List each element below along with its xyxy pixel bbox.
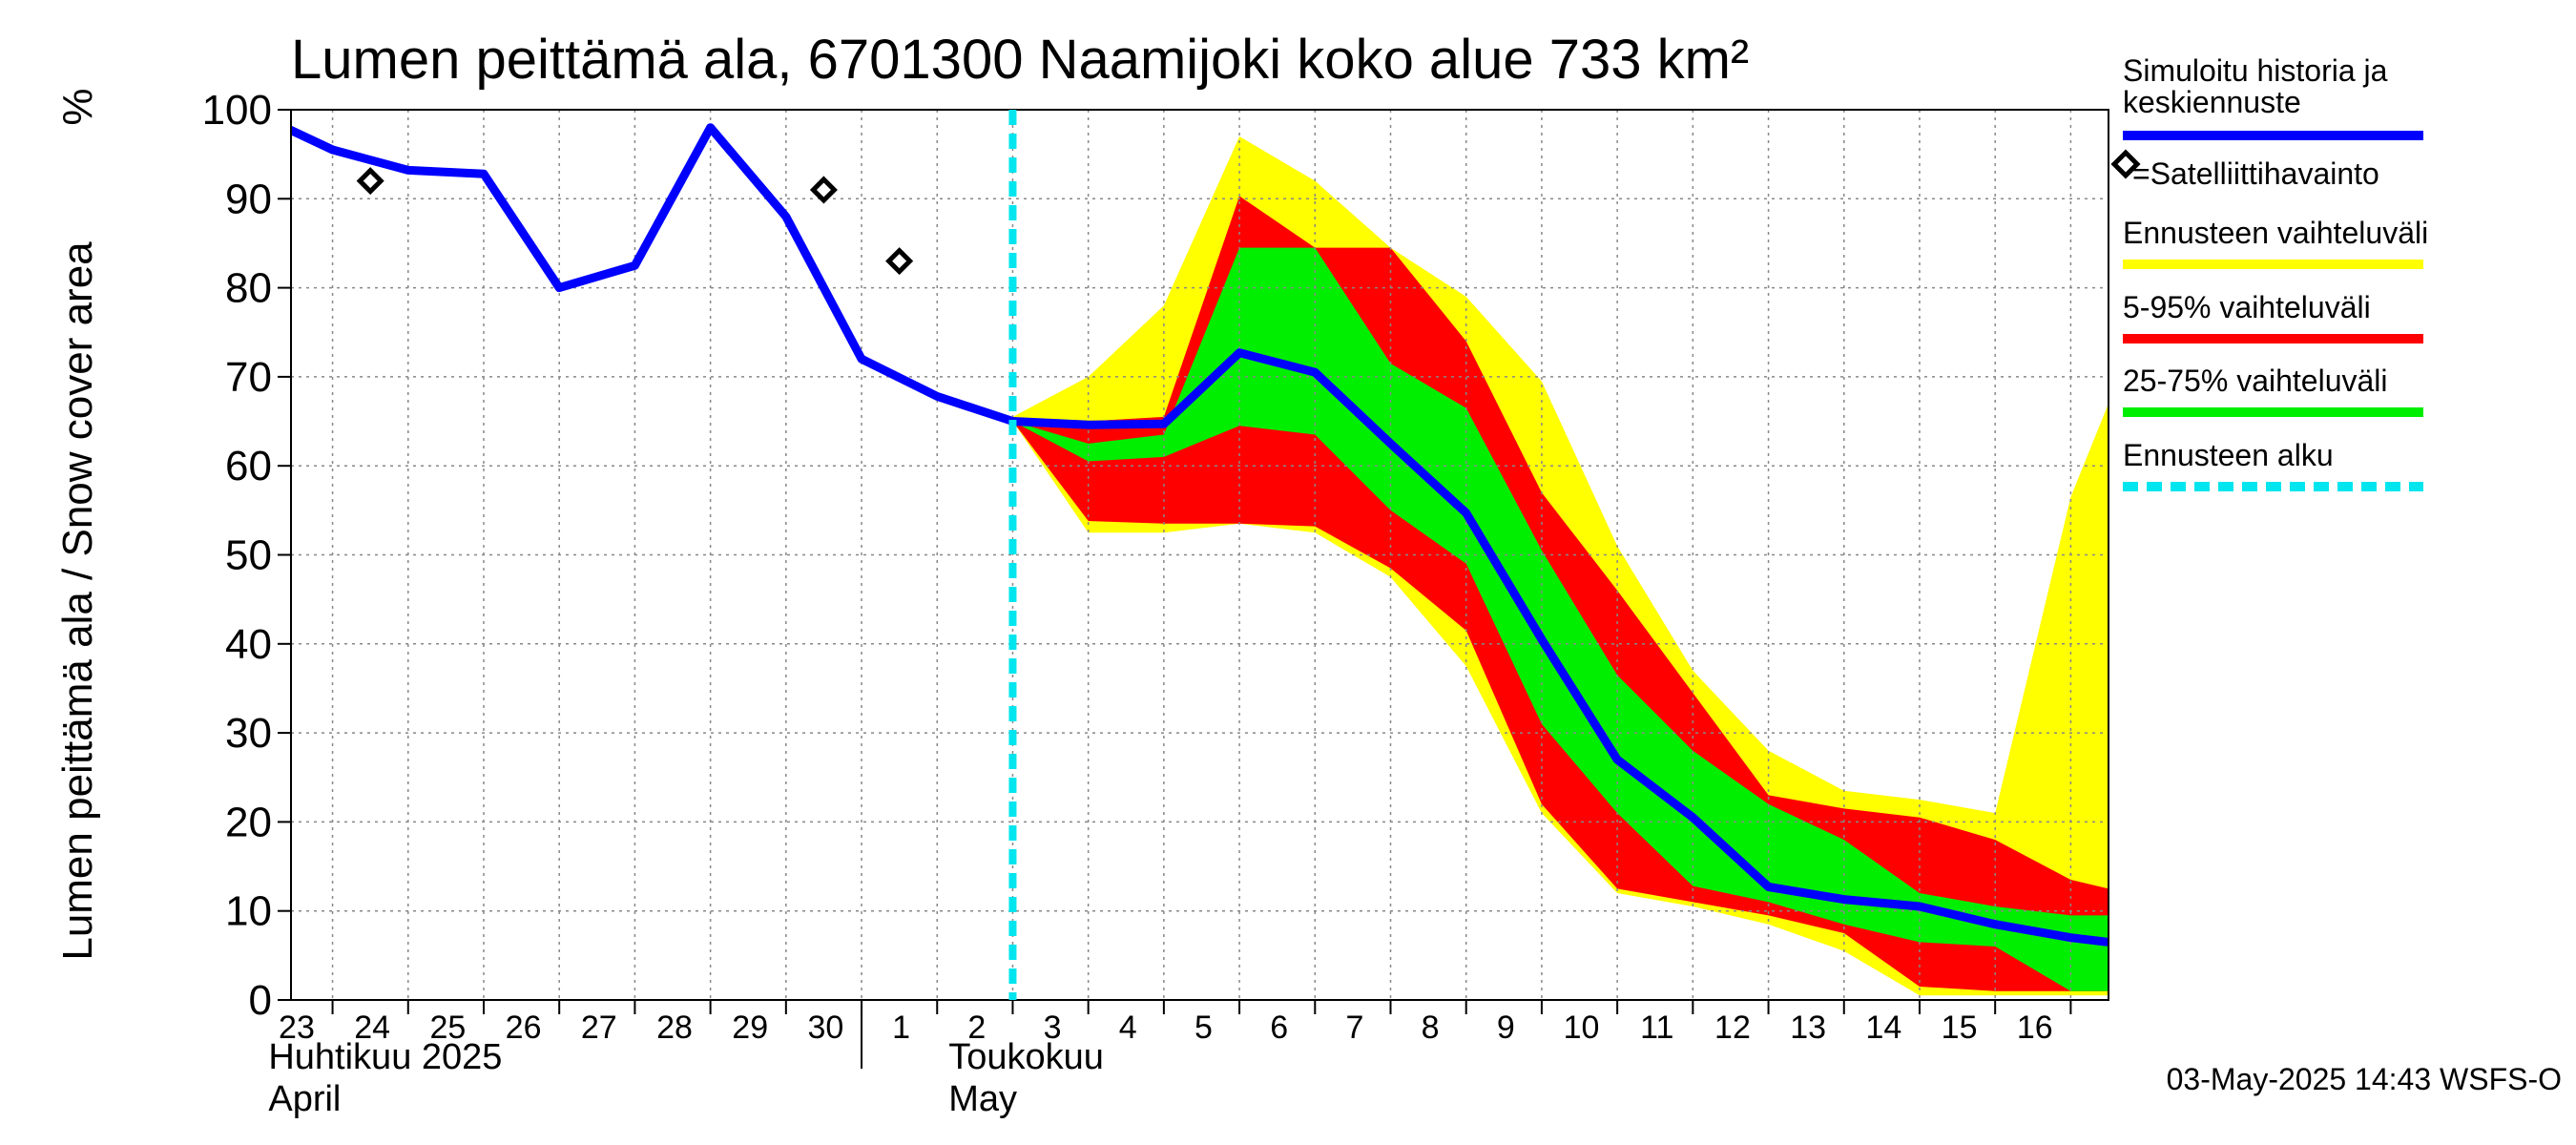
y-tick-label: 70 (225, 354, 272, 401)
x-tick-label: 4 (1119, 1010, 1137, 1046)
x-tick-label: 10 (1564, 1010, 1600, 1046)
month-label-en: May (948, 1079, 1017, 1119)
x-tick-label: 16 (2017, 1010, 2053, 1046)
y-tick-label: 100 (202, 87, 272, 134)
x-tick-label: 7 (1345, 1010, 1363, 1046)
legend-label: keskiennuste (2123, 85, 2301, 119)
x-tick-label: 30 (808, 1010, 844, 1046)
x-tick-label: 5 (1195, 1010, 1213, 1046)
legend-label: =Satelliittihavainto (2132, 156, 2379, 191)
x-tick-label: 3 (1044, 1010, 1062, 1046)
satellite-observation-point (809, 176, 838, 204)
chart-title: Lumen peittämä ala, 6701300 Naamijoki ko… (291, 29, 1749, 91)
band-2 (1012, 247, 2109, 991)
y-tick-label: 90 (225, 176, 272, 222)
x-tick-label: 29 (732, 1010, 768, 1046)
x-tick-label: 9 (1497, 1010, 1515, 1046)
x-tick-label: 13 (1790, 1010, 1826, 1046)
x-tick-label: 14 (1865, 1010, 1901, 1046)
x-tick-label: 26 (506, 1010, 542, 1046)
x-tick-label: 2 (967, 1010, 986, 1046)
x-tick-label: 24 (354, 1010, 390, 1046)
y-axis-unit: % (54, 88, 101, 125)
legend-label: Ennusteen vaihteluväli (2123, 216, 2428, 250)
month-label-fi: Huhtikuu 2025 (268, 1037, 502, 1077)
satellite-observation-point (885, 247, 914, 276)
timestamp-footer: 03-May-2025 14:43 WSFS-O (2167, 1062, 2562, 1096)
y-tick-label: 30 (225, 710, 272, 757)
legend-swatch-diamond (2110, 149, 2141, 179)
x-tick-label: 1 (892, 1010, 910, 1046)
y-tick-label: 10 (225, 888, 272, 935)
x-tick-label: 8 (1422, 1010, 1440, 1046)
y-tick-label: 80 (225, 265, 272, 312)
y-tick-label: 20 (225, 799, 272, 845)
legend-label: Ennusteen alku (2123, 438, 2334, 472)
y-axis-label: Lumen peittämä ala / Snow cover area (54, 241, 101, 961)
x-tick-label: 27 (581, 1010, 617, 1046)
x-tick-label: 15 (1942, 1010, 1978, 1046)
legend-label: Simuloitu historia ja (2123, 53, 2388, 88)
y-tick-label: 0 (249, 977, 272, 1024)
satellite-observation-point (356, 167, 384, 196)
series-line-0 (291, 123, 2109, 947)
legend-label: 25-75% vaihteluväli (2123, 364, 2388, 398)
forecast-bands (1012, 136, 2109, 996)
y-tick-label: 50 (225, 532, 272, 579)
x-tick-label: 12 (1714, 1010, 1751, 1046)
x-tick-label: 23 (279, 1010, 315, 1046)
legend-label: 5-95% vaihteluväli (2123, 290, 2371, 324)
x-tick-label: 25 (429, 1010, 466, 1046)
x-tick-label: 28 (656, 1010, 693, 1046)
y-tick-label: 60 (225, 443, 272, 489)
y-tick-label: 40 (225, 621, 272, 668)
x-tick-label: 11 (1640, 1010, 1673, 1046)
month-label-en: April (268, 1079, 341, 1119)
month-label-fi: Toukokuu (948, 1037, 1104, 1077)
x-tick-label: 6 (1270, 1010, 1288, 1046)
series-layer (291, 123, 2109, 947)
